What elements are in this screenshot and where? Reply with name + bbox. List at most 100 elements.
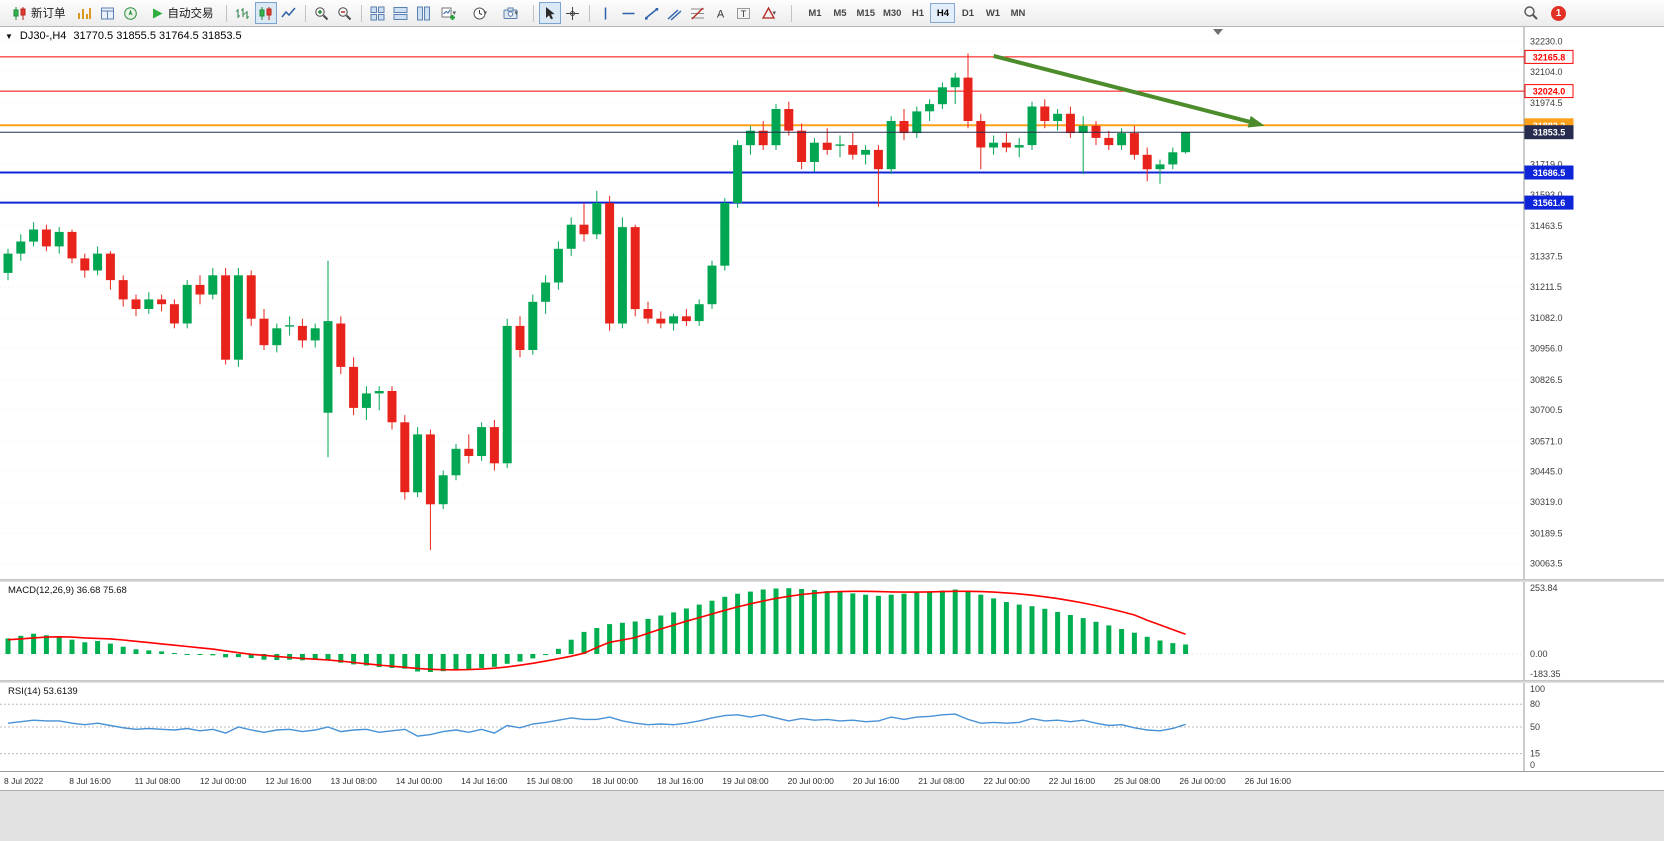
label-tool-icon[interactable]: T bbox=[733, 2, 755, 24]
toolbar-separator bbox=[790, 4, 792, 22]
svg-text:A: A bbox=[717, 8, 725, 20]
chart-menu-caret-icon[interactable]: ▼ bbox=[5, 31, 13, 41]
macd-bar bbox=[875, 595, 881, 654]
macd-bar bbox=[427, 654, 433, 672]
macd-bar bbox=[568, 639, 574, 654]
candle-60 bbox=[771, 104, 781, 150]
macd-bar bbox=[5, 638, 11, 654]
candle-72 bbox=[925, 99, 935, 121]
macd-bar bbox=[491, 654, 497, 667]
macd-bar bbox=[1080, 618, 1086, 654]
macd-bar bbox=[607, 624, 613, 654]
macd-bar bbox=[927, 591, 933, 654]
timeframe-D1[interactable]: D1 bbox=[955, 3, 980, 23]
chevron-down-icon: ▾ bbox=[772, 10, 777, 17]
candle-47 bbox=[605, 195, 615, 331]
toolbar-separator bbox=[588, 4, 590, 22]
main-chart-svg[interactable]: 32230.0 32104.0 31974.5 31719.0 31593.0 31463… bbox=[0, 27, 1664, 579]
timeframe-M15[interactable]: M15 bbox=[853, 3, 879, 23]
macd-bar bbox=[69, 639, 75, 654]
timeframe-W1[interactable]: W1 bbox=[980, 3, 1005, 23]
macd-bar bbox=[543, 654, 549, 656]
zoom-in-icon[interactable] bbox=[311, 2, 333, 24]
candle-49 bbox=[630, 224, 640, 317]
shapes-icon[interactable]: ▾ bbox=[756, 2, 786, 24]
new-chart-button[interactable]: ▾ bbox=[436, 2, 466, 24]
new-order-button[interactable]: 新订单 bbox=[4, 2, 73, 24]
search-icon[interactable] bbox=[1520, 2, 1542, 24]
data-window-icon[interactable] bbox=[97, 2, 119, 24]
rsi-svg[interactable]: 100 80 50 150 bbox=[0, 683, 1664, 771]
tile-windows-icon[interactable] bbox=[367, 2, 389, 24]
macd-bar bbox=[1016, 604, 1022, 654]
price-axis-label: 30319.0 bbox=[1530, 497, 1563, 507]
chart-ohlc: 31770.5 31855.5 31764.5 31853.5 bbox=[73, 30, 242, 42]
vertical-line-icon[interactable] bbox=[595, 2, 617, 24]
candle-8 bbox=[105, 251, 115, 290]
market-watch-icon[interactable] bbox=[74, 2, 96, 24]
candle-3 bbox=[41, 224, 51, 252]
macd-bar bbox=[696, 604, 702, 654]
crosshair-icon[interactable] bbox=[562, 2, 584, 24]
line-chart-icon[interactable] bbox=[278, 2, 300, 24]
arrange-vertical-icon[interactable] bbox=[413, 2, 435, 24]
macd-bar bbox=[402, 654, 408, 669]
screenshot-icon[interactable]: ▾ bbox=[498, 2, 528, 24]
macd-bar bbox=[991, 598, 997, 654]
panel-splitter[interactable] bbox=[0, 579, 1664, 582]
time-label: 14 Jul 16:00 bbox=[461, 776, 508, 786]
price-axis-label: 31719.0 bbox=[1530, 160, 1563, 170]
auto-trading-button[interactable]: 自动交易 bbox=[143, 2, 221, 24]
arrange-horizontal-icon[interactable] bbox=[390, 2, 412, 24]
candle-40 bbox=[515, 316, 525, 358]
channel-icon[interactable] bbox=[664, 2, 686, 24]
panel-splitter[interactable] bbox=[0, 680, 1664, 683]
notification-badge[interactable]: 1 bbox=[1551, 5, 1566, 21]
timeframe-M1[interactable]: M1 bbox=[803, 3, 828, 23]
candle-2 bbox=[29, 222, 39, 247]
macd-svg[interactable]: 253.84 0.00 -183.35 bbox=[0, 582, 1664, 680]
candle-75 bbox=[963, 53, 973, 129]
text-tool-icon[interactable]: A bbox=[710, 2, 732, 24]
candle-67 bbox=[861, 145, 871, 165]
clock-icon[interactable]: ▾ bbox=[467, 2, 497, 24]
horizontal-line-icon[interactable] bbox=[618, 2, 640, 24]
fibonacci-icon[interactable] bbox=[687, 2, 709, 24]
candlestick-chart-icon[interactable] bbox=[254, 2, 277, 24]
bar-chart-icon[interactable] bbox=[232, 2, 254, 24]
cursor-icon[interactable] bbox=[538, 2, 561, 24]
chart-window: ▼ DJ30-,H4 31770.5 31855.5 31764.5 31853… bbox=[0, 27, 1664, 841]
navigator-icon[interactable] bbox=[120, 2, 142, 24]
candle-59 bbox=[758, 121, 768, 150]
time-label: 15 Jul 08:00 bbox=[526, 776, 573, 786]
candle-53 bbox=[681, 309, 691, 326]
candle-79 bbox=[1014, 137, 1024, 158]
macd-bar bbox=[248, 654, 254, 659]
time-label: 12 Jul 16:00 bbox=[265, 776, 312, 786]
chart-shift-marker[interactable] bbox=[1213, 29, 1223, 35]
new-order-icon bbox=[11, 2, 27, 24]
trend-arrow-line[interactable] bbox=[993, 53, 1257, 126]
macd-bar bbox=[1144, 636, 1150, 654]
timeframe-M5[interactable]: M5 bbox=[828, 3, 853, 23]
macd-bar bbox=[735, 593, 741, 654]
candle-83 bbox=[1065, 106, 1075, 138]
timeframe-H4[interactable]: H4 bbox=[930, 3, 956, 23]
timeframe-M30[interactable]: M30 bbox=[879, 3, 905, 23]
price-badge-label: 32165.8 bbox=[1533, 52, 1566, 62]
price-axis-label: 30700.5 bbox=[1530, 405, 1563, 415]
macd-bar bbox=[555, 648, 561, 654]
time-axis[interactable]: 8 Jul 2022 8 Jul 16:00 11 Jul 08:00 12 Jul … bbox=[0, 771, 1664, 790]
macd-bar bbox=[1119, 629, 1125, 654]
macd-bar bbox=[760, 589, 766, 654]
timeframe-MN[interactable]: MN bbox=[1005, 3, 1030, 23]
candle-19 bbox=[246, 270, 256, 326]
timeframe-H1[interactable]: H1 bbox=[905, 3, 930, 23]
candle-55 bbox=[707, 260, 717, 309]
macd-bar bbox=[786, 588, 792, 654]
candle-14 bbox=[182, 280, 192, 329]
macd-bar bbox=[453, 654, 459, 671]
macd-label: MACD(12,26,9) 36.68 75.68 bbox=[8, 585, 127, 596]
trendline-icon[interactable] bbox=[641, 2, 663, 24]
zoom-out-icon[interactable] bbox=[334, 2, 356, 24]
